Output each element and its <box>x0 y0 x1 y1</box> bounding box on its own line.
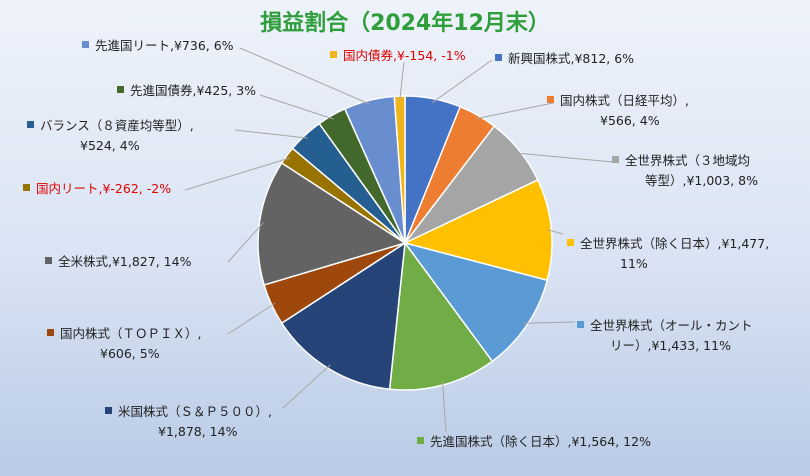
data-label-5-line-0: 先進国株式（除く日本）,¥1,564, 12% <box>430 434 651 449</box>
data-label-11-line-0: 先進国債券,¥425, 3% <box>130 83 256 98</box>
label-key-12 <box>82 41 89 48</box>
leader-line-3 <box>547 229 564 235</box>
label-key-4 <box>577 321 584 328</box>
pie-slice-6 <box>280 241 406 391</box>
data-label-8-line-0: 全米株式,¥1,827, 14% <box>58 254 192 269</box>
data-label-11: 先進国債券,¥425, 3% <box>130 83 256 98</box>
data-label-3-line-1: 11% <box>620 256 648 271</box>
data-label-1: 国内株式（日経平均）, ¥566, 4% <box>560 93 689 128</box>
data-label-10-line-0: バランス（８資産均等型）, <box>40 118 194 133</box>
leader-line-2 <box>516 152 614 163</box>
leader-line-10 <box>234 129 308 139</box>
leader-line-8 <box>227 222 264 263</box>
label-key-5 <box>417 437 424 444</box>
pie-slice-5 <box>388 241 494 391</box>
label-key-13 <box>330 51 337 58</box>
data-label-3: 全世界株式（除く日本）,¥1,477, 11% <box>580 236 769 271</box>
data-label-2-line-1: 等型）,¥1,003, 8% <box>645 173 758 188</box>
label-key-3 <box>567 239 574 246</box>
data-label-10-line-1: ¥524, 4% <box>80 138 140 153</box>
label-key-10 <box>27 121 34 128</box>
label-key-2 <box>612 156 619 163</box>
data-label-7: 国内株式（ＴＯＰＩＸ）, ¥606, 5% <box>60 326 201 361</box>
data-label-2: 全世界株式（３地域均等型）,¥1,003, 8% <box>625 153 758 188</box>
data-label-12: 先進国リート,¥736, 6% <box>95 38 234 53</box>
leader-line-11 <box>259 94 334 120</box>
pie-slice-3 <box>402 178 553 282</box>
data-label-10: バランス（８資産均等型）, ¥524, 4% <box>40 118 194 153</box>
leader-line-7 <box>227 302 276 335</box>
data-label-4-line-1: リー）,¥1,433, 11% <box>610 338 731 353</box>
data-label-7-line-1: ¥606, 5% <box>100 346 160 361</box>
data-label-12-line-0: 先進国リート,¥736, 6% <box>95 38 234 53</box>
data-label-13: 国内債券,¥-154, -1% <box>343 48 466 63</box>
data-label-6-line-0: 米国株式（Ｓ＆Ｐ５００）, <box>118 404 272 419</box>
chart-title: 損益割合（2024年12月末） <box>260 10 550 36</box>
data-label-8: 全米株式,¥1,827, 14% <box>58 254 192 269</box>
data-label-4-line-0: 全世界株式（オール・カント <box>590 318 753 333</box>
pie-slice-13 <box>393 95 406 244</box>
label-key-0 <box>495 54 502 61</box>
data-label-1-line-1: ¥566, 4% <box>600 113 660 128</box>
leader-line-4 <box>523 321 576 324</box>
data-label-2-line-0: 全世界株式（３地域均 <box>625 153 750 168</box>
leader-line-13 <box>399 61 405 101</box>
data-label-7-line-0: 国内株式（ＴＯＰＩＸ）, <box>60 326 201 341</box>
leader-line-9 <box>184 157 291 191</box>
data-label-5: 先進国株式（除く日本）,¥1,564, 12% <box>430 434 651 449</box>
leader-line-5 <box>442 380 447 433</box>
data-label-3-line-0: 全世界株式（除く日本）,¥1,477, <box>580 236 769 251</box>
data-label-0: 新興国株式,¥812, 6% <box>508 51 634 66</box>
data-label-6: 米国株式（Ｓ＆Ｐ５００）, ¥1,878, 14% <box>118 404 272 439</box>
data-label-9: 国内リート,¥-262, -2% <box>36 181 171 196</box>
data-label-1-line-0: 国内株式（日経平均）, <box>560 93 689 108</box>
label-key-6 <box>105 407 112 414</box>
data-label-13-line-0: 国内債券,¥-154, -1% <box>343 48 466 63</box>
leader-line-6 <box>282 364 331 409</box>
leader-line-12 <box>239 47 371 105</box>
pie-slice-8 <box>257 161 407 286</box>
label-key-9 <box>23 184 30 191</box>
data-label-9-line-0: 国内リート,¥-262, -2% <box>36 181 171 196</box>
label-key-8 <box>45 257 52 264</box>
label-key-7 <box>47 329 54 336</box>
label-key-11 <box>117 86 124 93</box>
label-key-1 <box>547 96 554 103</box>
data-label-4: 全世界株式（オール・カントリー）,¥1,433, 11% <box>590 318 753 353</box>
pie-slice-4 <box>403 241 549 363</box>
data-label-6-line-1: ¥1,878, 14% <box>158 424 238 439</box>
leader-line-1 <box>475 102 554 120</box>
data-label-0-line-0: 新興国株式,¥812, 6% <box>508 51 634 66</box>
leader-line-0 <box>432 59 493 104</box>
